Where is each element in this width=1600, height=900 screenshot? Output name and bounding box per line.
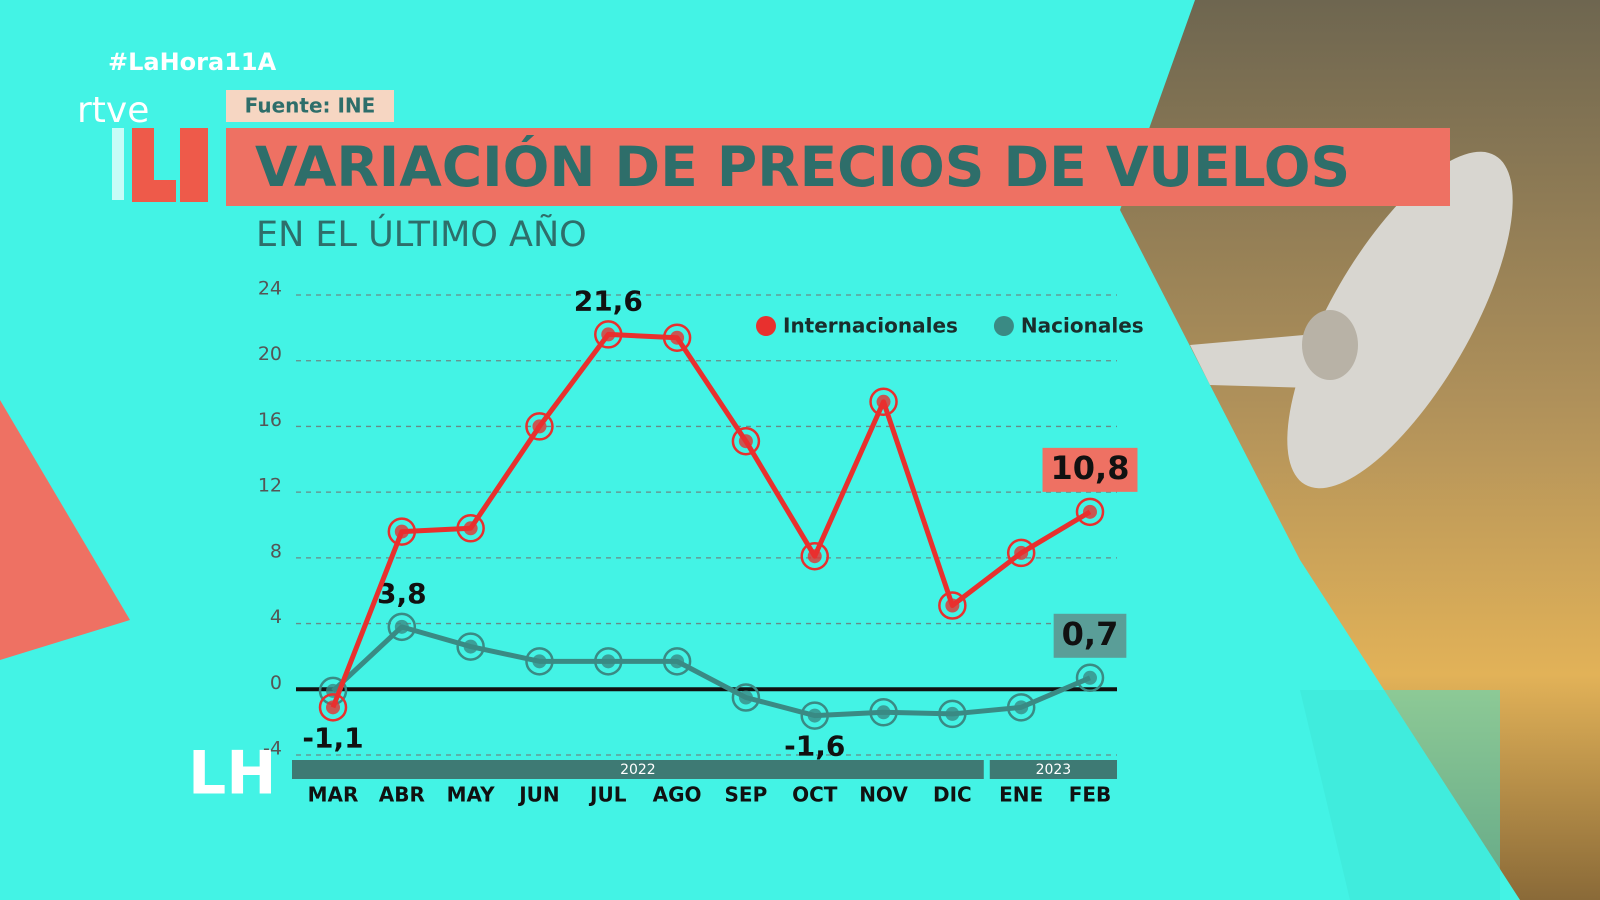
data-point-core (326, 700, 340, 715)
x-tick-label: ABR (379, 783, 425, 807)
data-point-core (807, 708, 822, 723)
legend-marker (756, 316, 776, 336)
decor (0, 400, 130, 660)
data-point-core (738, 434, 753, 449)
data-point-core (945, 706, 960, 721)
value-label: 0,7 (1062, 615, 1119, 653)
y-tick-label: 0 (270, 672, 282, 694)
data-point-core (463, 639, 478, 654)
data-point-core (1083, 504, 1097, 519)
data-point-core (394, 619, 409, 634)
value-label: 21,6 (574, 284, 643, 317)
x-tick-label: AGO (653, 783, 702, 807)
chart-title: VARIACIÓN DE PRECIOS DE VUELOS (255, 135, 1350, 199)
data-point-core (738, 690, 753, 705)
data-point-core (394, 524, 409, 539)
data-point-core (532, 419, 547, 434)
data-point-core (807, 549, 822, 564)
y-tick-label: 4 (270, 606, 282, 628)
x-tick-label: FEB (1069, 783, 1112, 807)
series-line (330, 331, 1092, 709)
data-point-core (1014, 700, 1029, 715)
data-point (800, 701, 829, 730)
chart-subtitle: EN EL ÚLTIMO AÑO (256, 213, 587, 255)
data-point (800, 541, 829, 571)
data-point-core (670, 654, 685, 669)
data-point-core (670, 330, 685, 345)
x-tick-label: SEP (725, 783, 768, 807)
legend-marker (993, 316, 1014, 336)
x-tick-label: MAR (308, 783, 359, 807)
data-point-core (463, 521, 478, 536)
chart: -4 0 4 8 12 16 20 24 2022 2023 MAR ABR MAY JUN JUL AGO S… (258, 278, 1144, 807)
x-tick-label: DIC (933, 783, 972, 807)
data-point-core (601, 327, 616, 342)
data-point-core (601, 654, 616, 669)
data-point (525, 412, 554, 441)
y-tick-label: 8 (270, 540, 282, 562)
value-label: -1,6 (784, 730, 845, 763)
data-point-core (1014, 545, 1029, 560)
data-point (387, 612, 417, 642)
source: Fuente: INE (245, 94, 376, 118)
data-point (387, 517, 417, 546)
data-point (662, 323, 692, 352)
data-point (1006, 693, 1036, 722)
data-point (938, 591, 967, 620)
title-bar (226, 128, 1450, 206)
x-tick-label: JUN (517, 783, 559, 807)
legend-label: Nacionales (1021, 314, 1144, 338)
source-box (226, 90, 394, 122)
x-tick-label: JUL (588, 783, 627, 807)
data-point (662, 647, 692, 676)
logo-mark (112, 128, 124, 200)
year-label: 2023 (1036, 762, 1072, 778)
data-point-core (876, 705, 891, 720)
logo-mark (132, 128, 208, 202)
data-point (594, 647, 623, 676)
data-point-core (945, 598, 960, 613)
x-tick-label: NOV (859, 783, 908, 807)
data-point (1075, 663, 1105, 693)
data-point-core (1083, 670, 1097, 685)
data-point (731, 426, 761, 456)
y-tick-label: 12 (258, 475, 282, 497)
data-point (318, 693, 348, 722)
x-tick-label: ENE (999, 783, 1043, 807)
value-label-box (1042, 447, 1138, 492)
data-point (1006, 538, 1036, 568)
y-tick-label: -4 (263, 738, 282, 760)
data-point (869, 698, 898, 727)
y-tick-label: 20 (258, 343, 282, 365)
year-bar (292, 760, 984, 779)
data-point (594, 320, 623, 349)
data-point (456, 514, 485, 543)
data-point-core (876, 394, 891, 409)
data-point (938, 699, 967, 729)
value-label-box (1053, 613, 1127, 658)
y-tick-label: 16 (258, 409, 282, 431)
x-tick-label: MAY (447, 783, 495, 807)
data-point-core (532, 654, 547, 669)
legend-label: Internacionales (783, 314, 958, 338)
value-label: -1,1 (302, 721, 363, 754)
x-tick-label: OCT (792, 783, 838, 807)
y-tick-label: 24 (258, 278, 282, 300)
year-label: 2022 (620, 762, 656, 778)
decor (1300, 690, 1500, 900)
year-bar (989, 760, 1117, 779)
logo: LH (188, 739, 276, 809)
value-label: 10,8 (1051, 449, 1130, 487)
value-label: 3,8 (377, 577, 427, 610)
plane (1190, 151, 1513, 489)
data-point (456, 632, 485, 661)
data-point (1075, 497, 1105, 527)
data-point (731, 683, 761, 712)
brand: rtve (77, 90, 149, 131)
data-point (525, 647, 554, 676)
data-point (869, 387, 898, 417)
hashtag: #LaHora11A (108, 48, 277, 76)
